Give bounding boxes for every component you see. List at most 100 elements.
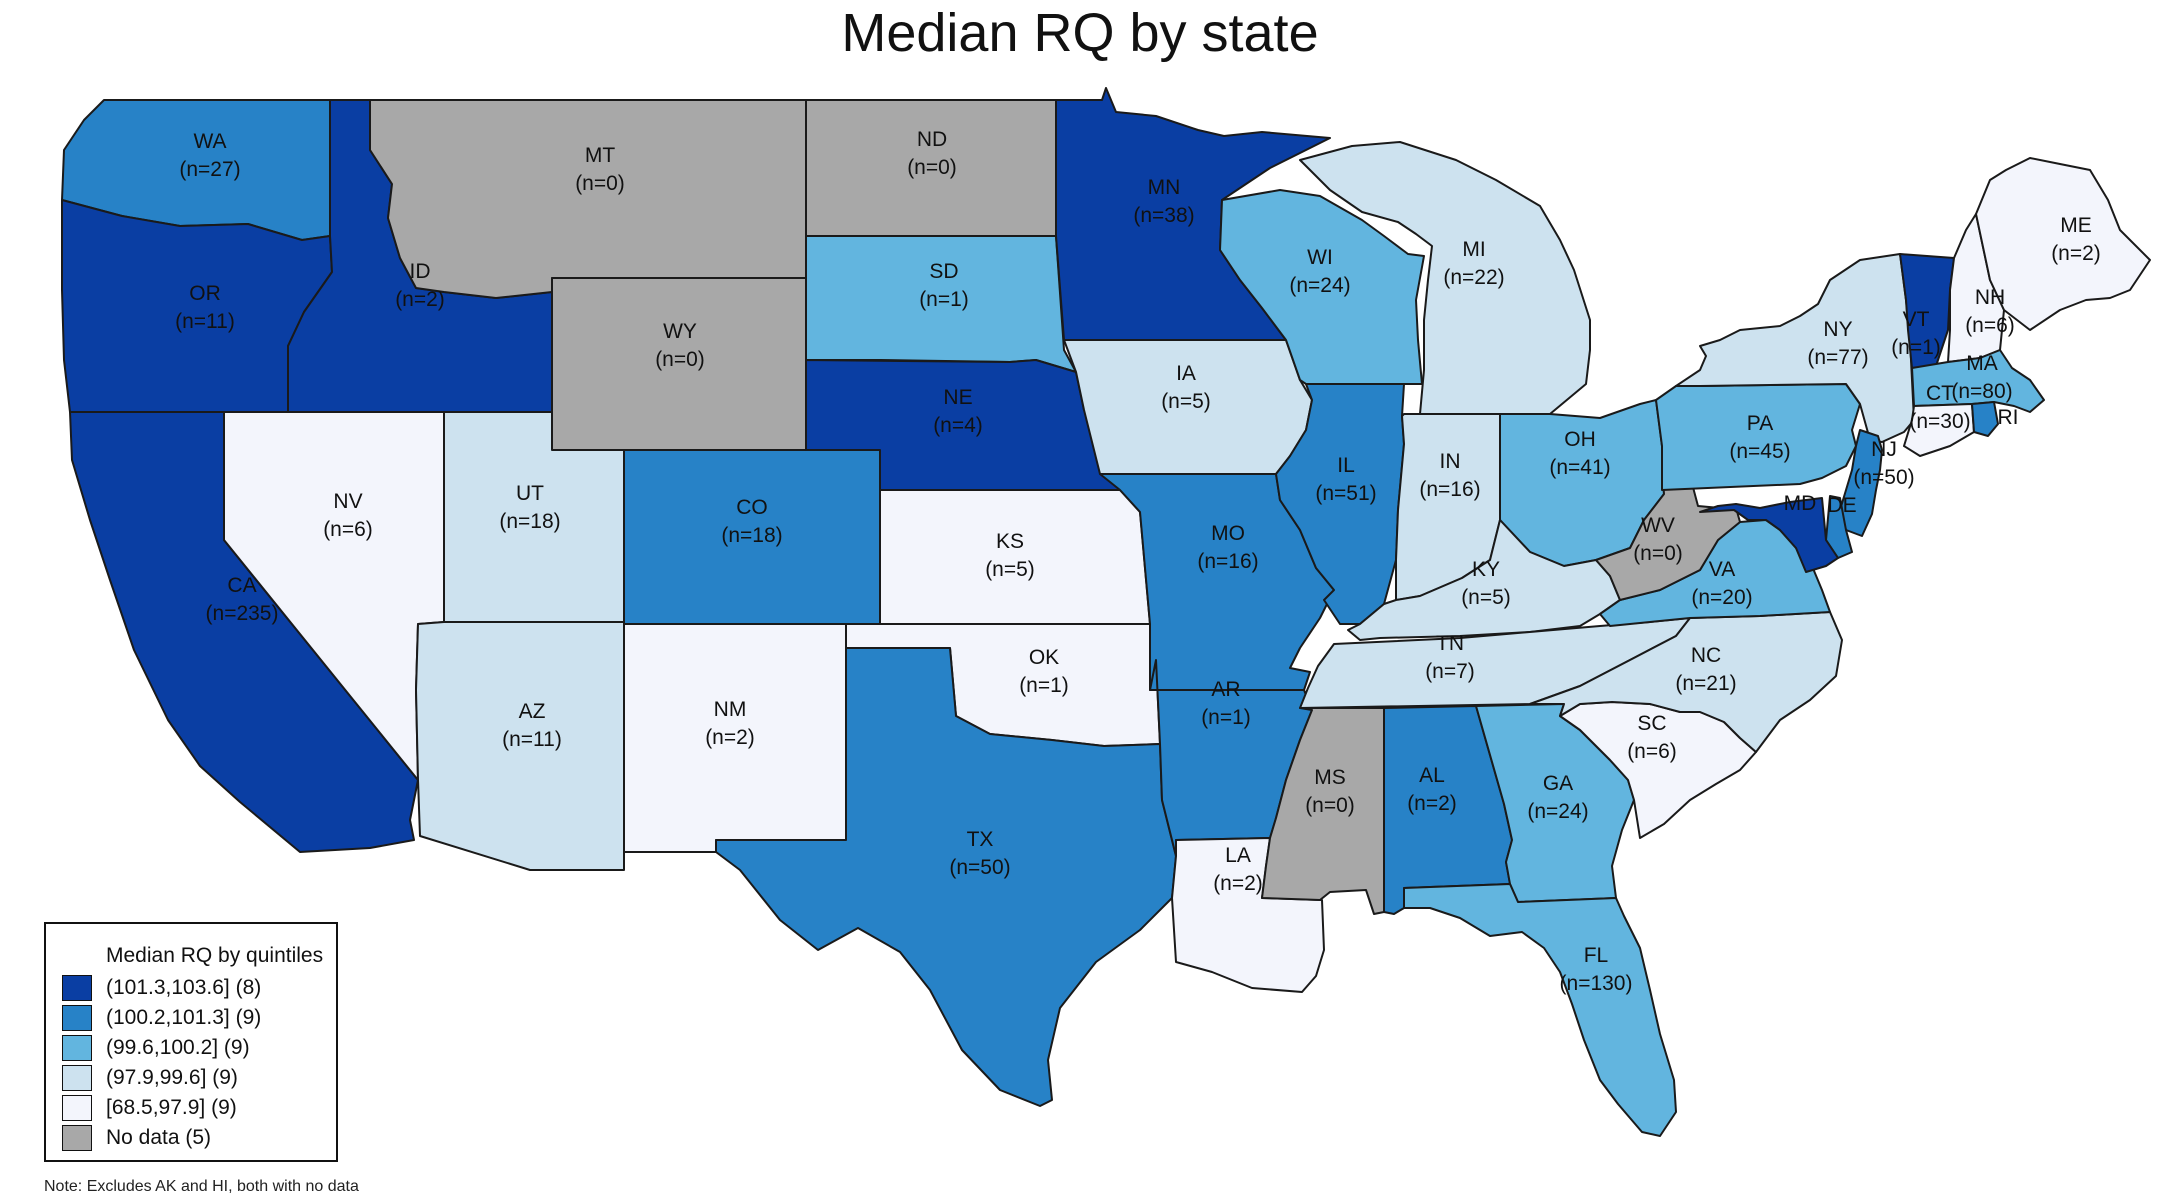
- state-count-oh: (n=41): [1549, 456, 1610, 479]
- state-tx[interactable]: [715, 647, 1177, 1107]
- state-count-ne: (n=4): [933, 414, 983, 437]
- state-count-vt: (n=1): [1891, 336, 1941, 359]
- state-label-ks: KS: [996, 530, 1024, 553]
- state-label-ma: MA: [1966, 352, 1998, 375]
- state-count-fl: (n=130): [1560, 972, 1633, 995]
- state-nj[interactable]: [1839, 429, 1883, 537]
- state-count-id: (n=2): [395, 288, 445, 311]
- state-count-nc: (n=21): [1675, 672, 1736, 695]
- state-label-id: ID: [410, 260, 431, 283]
- state-label-oh: OH: [1564, 428, 1596, 451]
- state-nc[interactable]: [1529, 611, 1843, 753]
- state-label-ne: NE: [943, 386, 972, 409]
- state-label-ca: CA: [227, 574, 256, 597]
- state-md[interactable]: [1699, 497, 1839, 573]
- state-count-ca: (n=235): [206, 602, 279, 625]
- state-ms[interactable]: [1261, 707, 1385, 915]
- state-fl[interactable]: [1403, 883, 1677, 1137]
- legend: Median RQ by quintiles (101.3,103.6] (8)…: [44, 922, 338, 1162]
- state-count-nj: (n=50): [1853, 466, 1914, 489]
- state-count-mo: (n=16): [1197, 550, 1258, 573]
- state-label-ky: KY: [1472, 558, 1500, 581]
- legend-swatch: [62, 1125, 92, 1151]
- legend-item-q2: (97.9,99.6] (9): [62, 1064, 238, 1092]
- state-count-co: (n=18): [721, 524, 782, 547]
- state-count-mt: (n=0): [575, 172, 625, 195]
- state-label-wv: WV: [1641, 514, 1675, 537]
- state-ri[interactable]: [1971, 401, 1999, 437]
- state-label-pa: PA: [1747, 412, 1773, 435]
- map-title: Median RQ by state: [841, 3, 1319, 63]
- legend-label: (99.6,100.2] (9): [106, 1036, 250, 1059]
- state-count-ar: (n=1): [1201, 706, 1251, 729]
- state-count-wy: (n=0): [655, 348, 705, 371]
- legend-swatch: [62, 975, 92, 1001]
- state-label-ok: OK: [1029, 646, 1059, 669]
- state-label-al: AL: [1419, 764, 1445, 787]
- state-label-sd: SD: [929, 260, 958, 283]
- state-label-wa: WA: [193, 130, 226, 153]
- state-count-ct: (n=30): [1909, 410, 1970, 433]
- state-label-mn: MN: [1148, 176, 1181, 199]
- state-label-ny: NY: [1823, 318, 1852, 341]
- state-count-me: (n=2): [2051, 242, 2101, 265]
- state-count-ut: (n=18): [499, 510, 560, 533]
- state-label-me: ME: [2060, 214, 2092, 237]
- state-count-nh: (n=6): [1965, 314, 2015, 337]
- state-count-wa: (n=27): [179, 158, 240, 181]
- state-label-nv: NV: [333, 490, 362, 513]
- state-count-tn: (n=7): [1425, 660, 1475, 683]
- legend-swatch: [62, 1035, 92, 1061]
- legend-label: [68.5,97.9] (9): [106, 1096, 237, 1119]
- state-count-ma: (n=80): [1951, 380, 2012, 403]
- state-label-md: MD: [1784, 492, 1817, 515]
- legend-item-q3: (99.6,100.2] (9): [62, 1034, 250, 1062]
- state-count-mn: (n=38): [1133, 204, 1194, 227]
- state-mt[interactable]: [369, 99, 807, 299]
- state-label-wi: WI: [1307, 246, 1333, 269]
- state-count-wi: (n=24): [1289, 274, 1350, 297]
- state-label-nd: ND: [917, 128, 947, 151]
- legend-label: (100.2,101.3] (9): [106, 1006, 262, 1029]
- state-label-az: AZ: [519, 700, 546, 723]
- legend-label: No data (5): [106, 1126, 212, 1149]
- state-count-sd: (n=1): [919, 288, 969, 311]
- state-pa[interactable]: [1655, 383, 1861, 491]
- state-label-de: DE: [1827, 494, 1856, 517]
- state-label-mi: MI: [1462, 238, 1485, 261]
- state-count-tx: (n=50): [949, 856, 1010, 879]
- state-count-in: (n=16): [1419, 478, 1480, 501]
- state-count-nm: (n=2): [705, 726, 755, 749]
- state-label-nh: NH: [1975, 286, 2005, 309]
- legend-item-q1: [68.5,97.9] (9): [62, 1094, 237, 1122]
- state-label-tn: TN: [1436, 632, 1464, 655]
- state-label-nc: NC: [1691, 644, 1721, 667]
- legend-swatch: [62, 1095, 92, 1121]
- state-count-ia: (n=5): [1161, 390, 1211, 413]
- state-label-va: VA: [1709, 558, 1735, 581]
- state-me[interactable]: [1975, 157, 2151, 331]
- state-label-ct: CT: [1926, 382, 1954, 405]
- state-label-tx: TX: [967, 828, 994, 851]
- state-label-in: IN: [1440, 450, 1461, 473]
- state-count-sc: (n=6): [1627, 740, 1677, 763]
- state-count-ok: (n=1): [1019, 674, 1069, 697]
- state-ks[interactable]: [879, 489, 1151, 625]
- state-label-co: CO: [736, 496, 768, 519]
- state-count-or: (n=11): [175, 310, 235, 333]
- state-label-nj: NJ: [1871, 438, 1897, 461]
- state-count-ms: (n=0): [1305, 794, 1355, 817]
- state-count-ky: (n=5): [1461, 586, 1511, 609]
- state-label-ga: GA: [1543, 772, 1573, 795]
- state-count-il: (n=51): [1315, 482, 1376, 505]
- legend-title: Median RQ by quintiles: [106, 944, 324, 967]
- state-label-ri: RI: [1998, 406, 2019, 429]
- state-wi[interactable]: [1219, 189, 1425, 385]
- state-label-mt: MT: [585, 144, 615, 167]
- state-label-fl: FL: [1584, 944, 1609, 967]
- legend-label: (101.3,103.6] (8): [106, 976, 262, 999]
- state-label-il: IL: [1337, 454, 1355, 477]
- state-count-la: (n=2): [1213, 872, 1263, 895]
- footnote: Note: Excludes AK and HI, both with no d…: [44, 1178, 359, 1195]
